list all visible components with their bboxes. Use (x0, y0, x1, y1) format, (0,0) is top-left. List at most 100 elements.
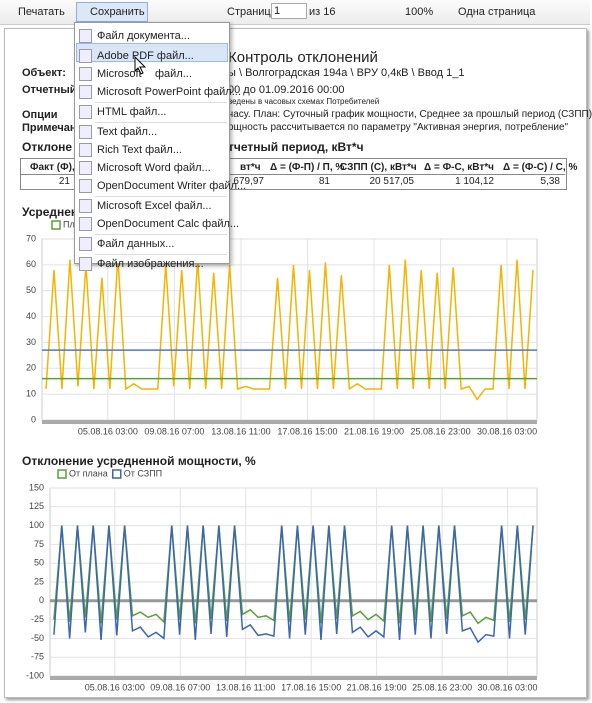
period-label: Отчетный п (22, 84, 87, 96)
y-tick-label: 20 (26, 363, 36, 373)
menu-icon (79, 161, 92, 175)
x-tick-label: 17.08.16 15:00 (281, 682, 341, 692)
y-tick-label: 150 (29, 482, 44, 492)
table-rule (20, 174, 565, 175)
y-tick-label: -50 (31, 633, 44, 643)
menu-separator (95, 254, 227, 255)
menu-icon (79, 199, 92, 213)
y-tick-label: 0 (39, 595, 44, 605)
remarks-value: ощность рассчитывается по параметру "Акт… (228, 122, 569, 133)
chart-title: Усреднен (22, 205, 79, 219)
menu-item[interactable]: HTML файл... (97, 106, 167, 118)
x-axis-band (42, 420, 537, 424)
menu-item-tail: файл... (155, 68, 192, 80)
menu-item[interactable]: Adobe PDF файл... (97, 50, 194, 62)
menu-icon (79, 125, 92, 139)
table-header: Δ = (Ф-П) / П, % (270, 162, 345, 173)
y-tick-label: 0 (31, 414, 36, 424)
y-tick-label: 125 (29, 501, 44, 511)
object-value: ы \ Волгоградская 194а \ ВРУ 0,4кВ \ Вво… (228, 67, 465, 79)
menu-highlight (76, 43, 228, 62)
print-button[interactable]: Печатать (18, 6, 65, 18)
x-tick-label: 30.08.16 03:00 (477, 426, 537, 436)
options-value: часу. План: Суточный график мощности, Ср… (228, 109, 592, 120)
menu-icon (79, 237, 92, 251)
series-line (45, 257, 534, 401)
x-tick-label: 30.08.16 03:00 (478, 682, 538, 692)
table-header: СЗПП (С), кВт*ч (340, 162, 417, 173)
menu-item[interactable]: Файл документа... (97, 30, 190, 42)
y-tick-label: 50 (26, 285, 36, 295)
menu-item[interactable]: Rich Text файл... (97, 144, 182, 156)
menu-separator (95, 46, 227, 47)
y-tick-label: 70 (26, 233, 36, 243)
menu-separator (95, 102, 227, 103)
save-button[interactable]: Сохранить (90, 6, 145, 18)
table-cell: 1 104,12 (455, 176, 494, 187)
menu-item[interactable]: OpenDocument Writer файл... (97, 180, 247, 192)
x-tick-label: 09.08.16 07:00 (150, 682, 210, 692)
y-tick-label: -100 (26, 670, 44, 680)
series-line (53, 525, 534, 644)
note-small: ведены в часовых схемах Потребителей (228, 97, 380, 106)
menu-item[interactable]: Microsoft Excel файл... (97, 200, 212, 212)
x-tick-label: 21.08.16 19:00 (344, 426, 404, 436)
menu-icon (79, 85, 92, 99)
y-tick-label: 50 (34, 558, 44, 568)
page-input[interactable]: 1 (271, 3, 307, 19)
y-tick-label: -75 (31, 652, 44, 662)
x-tick-label: 17.08.16 15:00 (277, 426, 337, 436)
x-tick-label: 25.08.16 23:00 (412, 682, 472, 692)
menu-icon (79, 105, 92, 119)
period-value: 00 до 01.09.2016 00:00 (228, 84, 345, 96)
menu-separator (95, 234, 227, 235)
legend-swatch (51, 220, 61, 230)
legend-label: От плана (69, 468, 108, 478)
menu-item[interactable]: Microsoft PowerPoint файл... (97, 86, 241, 98)
y-tick-label: 40 (26, 311, 36, 321)
y-tick-label: -25 (31, 614, 44, 624)
menu-icon (79, 29, 92, 43)
menu-item[interactable]: Файл изображения... (97, 258, 204, 270)
save-menu: Файл документа... Adobe PDF файл... Micros… (74, 22, 246, 271)
options-label: Опции (22, 109, 58, 121)
chart-title: Отклонение усредненной мощности, % (22, 454, 256, 468)
legend-label: От СЗПП (124, 468, 162, 478)
menu-item[interactable]: OpenDocument Calc файл... (97, 218, 240, 230)
view-mode-button[interactable]: Одна страница (458, 6, 536, 18)
menu-item[interactable]: Файл данных... (97, 238, 175, 250)
menu-icon (79, 143, 92, 157)
menu-item[interactable]: Microsoft (97, 68, 142, 80)
menu-icon (79, 49, 92, 63)
page-count: из 16 (309, 6, 336, 18)
table-cell: 81 (318, 176, 330, 187)
menu-icon (79, 257, 92, 271)
x-tick-label: 05.08.16 03:00 (78, 426, 138, 436)
menu-separator (95, 196, 227, 197)
table-header: Δ = Ф-С, кВт*ч (424, 162, 494, 173)
menu-icon (79, 179, 92, 193)
section-title-rest: тчетный период, кВт*ч (228, 140, 364, 154)
x-tick-label: 05.08.16 03:00 (85, 682, 145, 692)
table-header: вт*ч (240, 162, 261, 173)
x-tick-label: 09.08.16 07:00 (144, 426, 204, 436)
mouse-cursor (134, 56, 147, 75)
menu-item[interactable]: Text файл... (97, 126, 158, 138)
zoom-button[interactable]: 100% (405, 6, 434, 18)
menu-icon (79, 217, 92, 231)
menu-icon (79, 67, 92, 81)
menu-item[interactable]: Microsoft Word файл... (97, 162, 211, 174)
section-title: Отклоне (22, 140, 73, 154)
x-axis-band (50, 676, 537, 680)
page-label: Страница (227, 6, 277, 18)
x-tick-label: 13.08.16 11:00 (216, 682, 275, 692)
y-tick-label: 10 (26, 389, 36, 399)
table-cell: 5,38 (540, 176, 560, 187)
table-cell: 20 517,05 (369, 176, 415, 187)
object-label: Объект: (22, 67, 66, 79)
legend-swatch (57, 469, 67, 479)
report-title: Контроль отклонений (228, 49, 378, 66)
legend-swatch (111, 469, 122, 479)
save-button-bg (76, 2, 148, 22)
